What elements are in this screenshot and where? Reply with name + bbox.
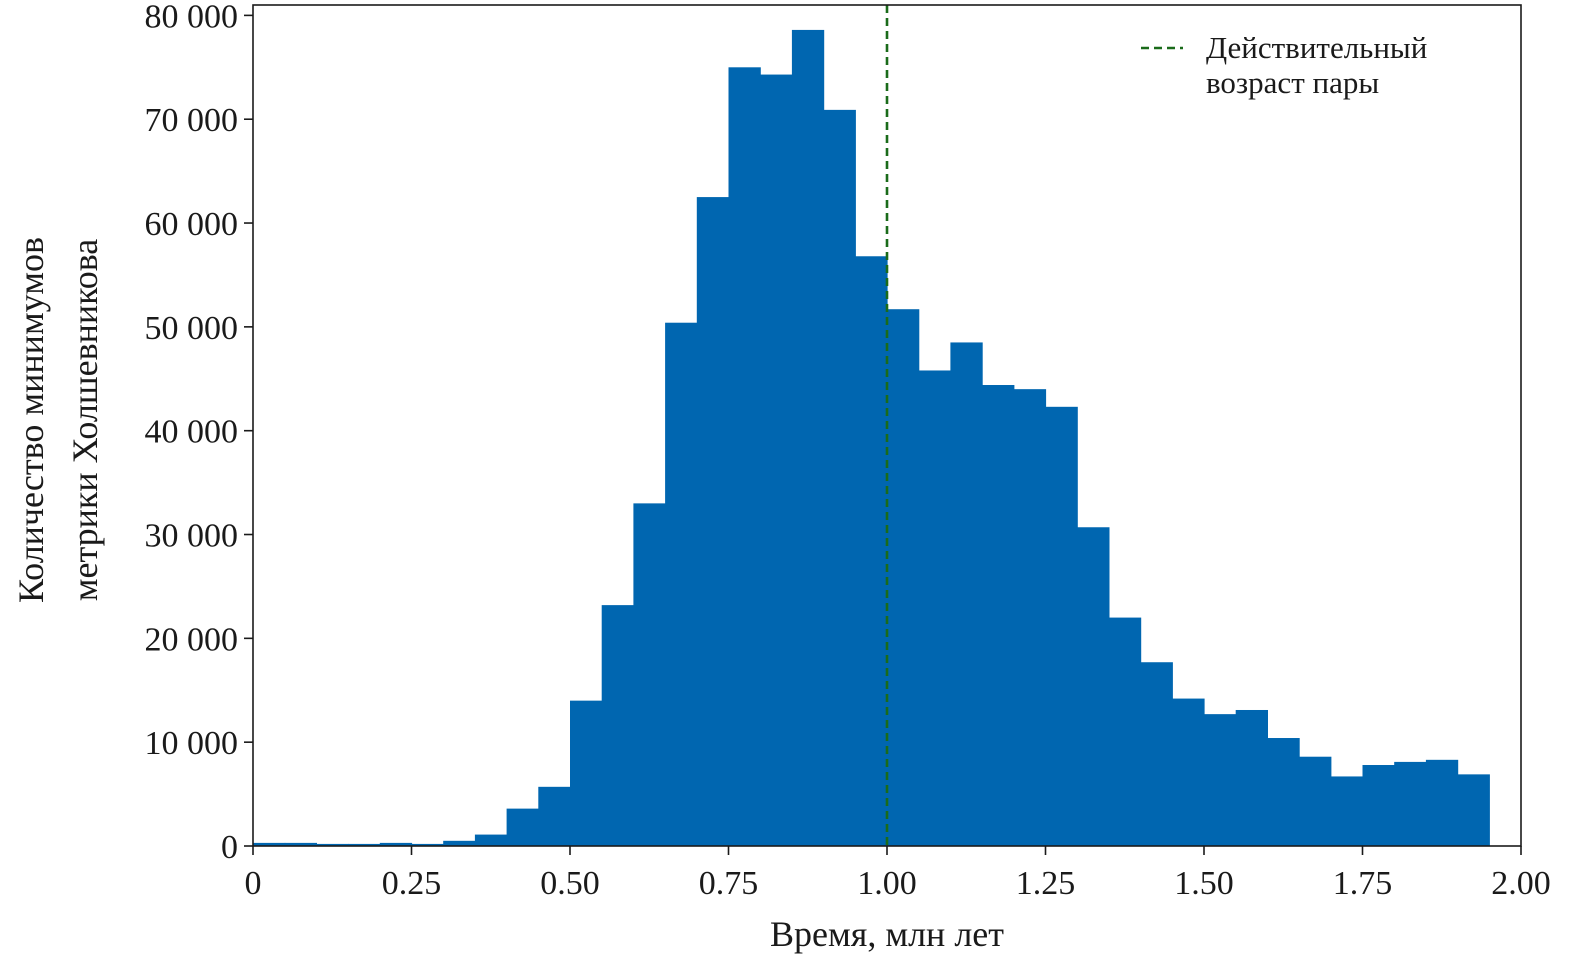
y-tick-label: 80 000 [145,0,239,35]
histogram-bar [982,385,1015,846]
y-tick-label: 0 [221,829,238,866]
histogram-bar [284,842,317,846]
histogram-bar [570,700,603,846]
x-tick-label: 0.50 [540,865,600,902]
histogram-bar [1235,709,1268,846]
x-tick-label: 0 [245,865,262,902]
histogram-bar [411,843,444,846]
histogram-bar [1457,774,1490,846]
histogram-bar [1172,698,1205,846]
y-tick-label: 20 000 [145,621,239,658]
histogram-bar [791,29,825,847]
histogram-bar [253,842,286,846]
histogram-bar [1267,738,1300,846]
x-tick-label: 1.50 [1174,865,1234,902]
x-tick-label: 1.00 [857,865,917,902]
histogram-bar [633,503,666,846]
histogram-bar [760,74,793,846]
histogram-bar [950,342,983,846]
x-tick-label: 0.25 [382,865,442,902]
histogram-bar [1425,759,1459,846]
y-tick-label: 50 000 [145,310,239,347]
histogram-bar [887,309,920,847]
histogram-bar [348,843,381,846]
histogram-bar [1140,662,1173,846]
histogram-bar [1045,406,1078,846]
y-axis-ticks: 0 10 000 20 000 30 000 40 000 50 000 60 000 70 … [145,0,253,866]
histogram-bar [1077,527,1110,846]
histogram-bar [1013,389,1047,846]
histogram-bar [379,842,413,846]
histogram-bar [918,370,951,846]
x-tick-label: 0.75 [699,865,759,902]
y-tick-label: 30 000 [145,518,239,555]
histogram-bar [474,834,508,846]
histogram-bar [506,808,539,846]
y-axis-label-line-2: метрики Холшевникова [65,239,105,602]
legend: Действительный возраст пары [1141,30,1427,100]
y-tick-label: 10 000 [145,725,239,762]
histogram-bar [316,843,349,846]
histogram-bar [728,67,761,847]
histogram-bar [855,256,888,846]
y-tick-label: 70 000 [145,102,239,139]
histogram-bar [1394,761,1427,846]
y-tick-label: 40 000 [145,414,239,451]
histogram-bar [1362,765,1395,846]
x-tick-label: 2.00 [1491,865,1551,902]
histogram-bar [443,840,476,846]
x-axis-ticks: 0 0.25 0.50 0.75 1.00 1.25 1.50 1.75 2.00 [245,846,1551,902]
histogram-bar [1299,756,1332,846]
histogram-bar [538,786,571,846]
bars-layer [253,29,1490,847]
y-tick-label: 60 000 [145,206,239,243]
legend-label-line-1: Действительный [1206,30,1427,65]
y-axis-label-line-1: Количество минимумов [11,237,51,603]
histogram-bar [665,322,698,847]
x-tick-label: 1.25 [1016,865,1076,902]
histogram-bar [696,197,730,846]
x-axis-label: Время, млн лет [770,914,1004,954]
histogram-bar [1108,617,1142,846]
histogram-bar [823,109,856,847]
histogram-bar [1330,776,1364,846]
histogram-bar [1204,714,1237,846]
x-tick-label: 1.75 [1333,865,1393,902]
histogram-bar [601,605,634,846]
legend-label-line-2: возраст пары [1206,65,1379,100]
